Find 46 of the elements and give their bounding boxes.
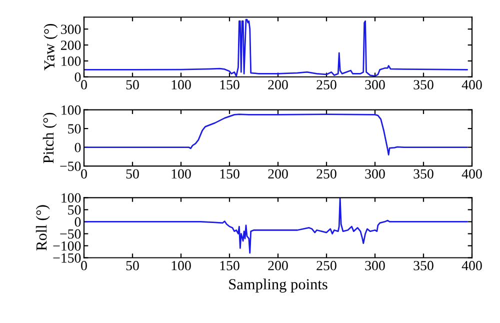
x-tick-label: 350 [414, 169, 434, 179]
x-tick-label: 100 [172, 80, 191, 90]
y-tick-label: 100 [62, 56, 81, 66]
line-series [84, 198, 468, 254]
x-tick-label: 100 [172, 260, 191, 270]
y-axis-title: Yaw (°) [44, 24, 58, 71]
line-series [84, 18, 468, 77]
x-tick-label: 300 [365, 169, 385, 179]
x-tick-label: 400 [462, 260, 482, 270]
y-tick-label: 200 [61, 40, 81, 50]
x-tick-label: 200 [268, 169, 288, 179]
line-series [84, 114, 468, 156]
x-tick-label: 50 [126, 80, 139, 90]
x-tick-label: 50 [126, 169, 139, 179]
x-tick-label: 300 [365, 80, 385, 90]
x-tick-label: 200 [268, 80, 288, 90]
x-tick-label: 150 [220, 260, 240, 270]
x-tick-label: 400 [462, 80, 482, 90]
x-tick-label: 150 [220, 169, 240, 179]
y-tick-label: 50 [68, 124, 81, 134]
y-axis-title: Pitch (°) [42, 112, 57, 164]
x-tick-label: 100 [172, 169, 191, 179]
x-tick-label: 300 [365, 260, 385, 270]
y-tick-label: 100 [62, 193, 81, 203]
x-tick-label: 350 [414, 260, 434, 270]
y-tick-label: 0 [74, 72, 81, 82]
y-tick-label: 0 [74, 217, 81, 227]
y-tick-label: −50 [60, 162, 81, 171]
y-tick-label: −150 [53, 253, 81, 263]
y-tick-label: 100 [62, 105, 81, 115]
y-axis-title: Roll (°) [36, 205, 50, 250]
x-tick-label: 50 [126, 260, 139, 270]
x-tick-label: 350 [414, 80, 434, 90]
x-tick-label: 150 [220, 80, 240, 90]
x-tick-label: 250 [316, 80, 336, 90]
x-tick-label: 250 [316, 260, 336, 270]
x-tick-label: 400 [462, 169, 482, 179]
x-tick-label: 250 [316, 169, 336, 179]
y-tick-label: 300 [61, 24, 81, 34]
y-tick-label: −100 [53, 241, 81, 251]
x-tick-label: 200 [268, 260, 288, 270]
y-tick-label: 50 [68, 205, 81, 215]
x-tick-label: 0 [81, 80, 87, 90]
y-tick-label: −50 [60, 229, 81, 239]
y-tick-label: 0 [74, 142, 81, 152]
x-axis-title: Sampling points [229, 278, 328, 293]
